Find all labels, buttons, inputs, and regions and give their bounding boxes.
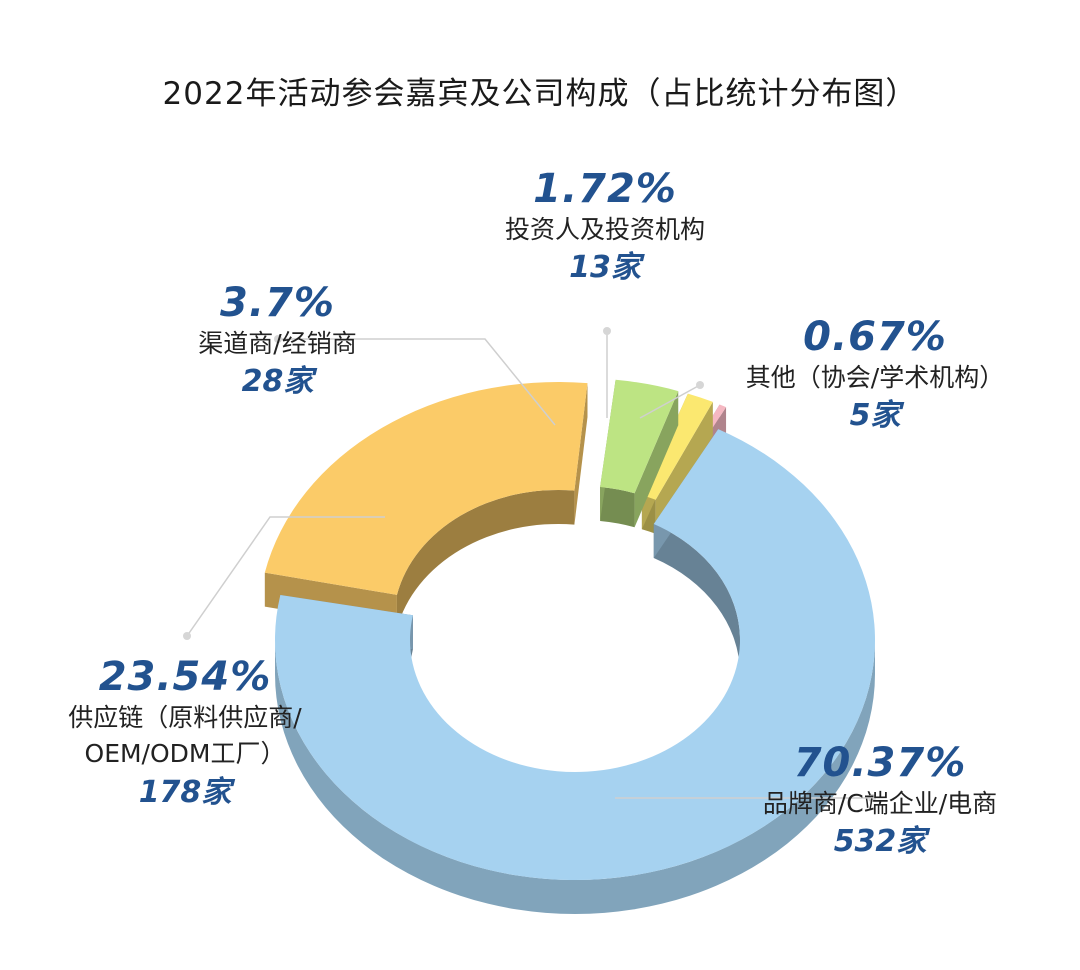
slice-brand bbox=[275, 429, 875, 914]
label-brand: 70.37% 品牌商/C端企业/电商 532家 bbox=[720, 740, 1040, 861]
slice-supply bbox=[264, 381, 588, 629]
name-label-supply-line2: OEM/ODM工厂） bbox=[84, 739, 286, 769]
leader-line-supply bbox=[183, 516, 385, 640]
name-label-supply-line1: 供应链（原料供应商/ bbox=[68, 703, 302, 732]
pct-label-channel: 3.7% bbox=[220, 280, 335, 326]
label-channel: 3.7% 渠道商/经销商 28家 bbox=[145, 280, 410, 401]
pct-label-other: 0.67% bbox=[803, 314, 947, 360]
label-other: 0.67% 其他（协会/学术机构） 5家 bbox=[715, 314, 1035, 435]
name-label-channel: 渠道商/经销商 bbox=[198, 329, 357, 358]
name-label-other: 其他（协会/学术机构） bbox=[745, 363, 1005, 392]
leader-line-investor bbox=[603, 327, 611, 418]
name-label-brand: 品牌商/C端企业/电商 bbox=[762, 789, 998, 818]
pct-label-supply: 23.54% bbox=[98, 654, 272, 700]
label-supply: 23.54% 供应链（原料供应商/ OEM/ODM工厂） 178家 bbox=[20, 654, 350, 812]
count-label-investor: 13家 bbox=[569, 250, 641, 286]
count-label-channel: 28家 bbox=[241, 364, 314, 400]
name-label-investor: 投资人及投资机构 bbox=[504, 215, 705, 244]
leader-line-channel bbox=[274, 335, 556, 426]
count-label-supply: 178家 bbox=[138, 774, 232, 810]
count-label-brand: 532家 bbox=[833, 824, 927, 860]
chart-title: 2022年活动参会嘉宾及公司构成（占比统计分布图） bbox=[162, 76, 918, 112]
pct-label-brand: 70.37% bbox=[793, 740, 967, 786]
pct-label-investor: 1.72% bbox=[533, 166, 677, 212]
count-label-other: 5家 bbox=[849, 398, 901, 434]
leader-line-brand bbox=[615, 794, 876, 802]
leader-line-other bbox=[639, 381, 704, 419]
label-investor: 1.72% 投资人及投资机构 13家 bbox=[455, 166, 755, 287]
